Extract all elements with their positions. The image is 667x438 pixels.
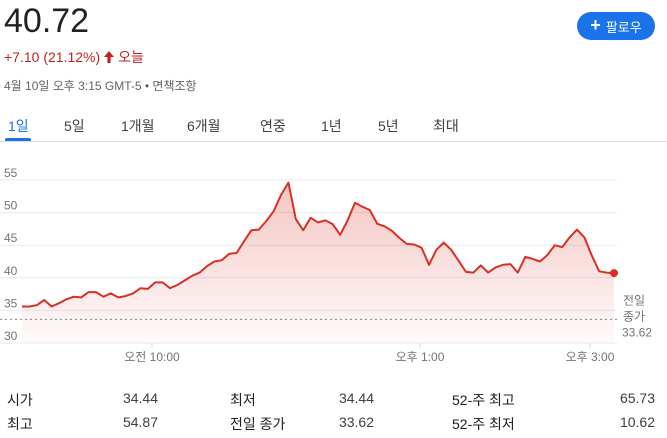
tab-5d[interactable]: 5일: [64, 118, 85, 134]
tabs-divider: [0, 141, 667, 142]
stat-prev-close-value: 33.62: [338, 414, 374, 430]
stat-high-value: 54.87: [122, 414, 158, 430]
price-change: +7.10 (21.12%) 오늘: [4, 47, 144, 67]
stat-52w-low-value: 10.62: [619, 414, 655, 430]
stat-open-label: 시가: [7, 392, 33, 408]
x-tick-label: 오후 1:00: [396, 350, 445, 364]
price-change-period: 오늘: [118, 49, 144, 65]
y-tick-label: 40: [4, 264, 18, 278]
y-tick-label: 35: [4, 296, 18, 310]
tab-6m[interactable]: 6개월: [187, 118, 221, 134]
stat-prev-close-label: 전일 종가: [230, 416, 286, 432]
plus-icon: +: [590, 15, 601, 35]
time-range-tabs: 1일 5일 1개월 6개월 연중 1년 5년 최대: [0, 108, 667, 142]
stock-price: 40.72: [4, 2, 90, 40]
stat-52w-high-value: 65.73: [619, 390, 655, 406]
stat-open-value: 34.44: [122, 390, 158, 406]
current-price-dot: [610, 269, 618, 278]
price-chart[interactable]: 55 50 45 40 35 30 오전 10:00 오후 1:00 오후 3:00 전일 종…: [0, 145, 667, 371]
stat-52w-high-label: 52-주 최고: [452, 392, 515, 408]
previous-close-label-2: 종가: [623, 309, 645, 323]
x-tick-label: 오후 3:00: [566, 350, 615, 364]
stat-low-label: 최저: [230, 392, 256, 408]
y-tick-label: 55: [4, 166, 18, 180]
y-tick-label: 30: [4, 329, 18, 343]
stat-52w-low-label: 52-주 최저: [452, 416, 515, 432]
price-change-value: +7.10 (21.12%): [4, 49, 101, 65]
stat-high-label: 최고: [7, 416, 33, 432]
tab-1d[interactable]: 1일: [8, 118, 29, 134]
tab-max[interactable]: 최대: [433, 118, 459, 134]
y-tick-label: 50: [4, 199, 18, 213]
stat-low-value: 34.44: [338, 390, 374, 406]
tab-5y[interactable]: 5년: [378, 118, 399, 134]
tab-ytd[interactable]: 연중: [260, 118, 286, 134]
follow-button[interactable]: + 팔로우: [577, 12, 655, 40]
arrow-up-icon: [104, 51, 115, 63]
previous-close-label: 전일: [623, 293, 645, 307]
quote-timestamp[interactable]: 4월 10일 오후 3:15 GMT-5 • 면책조항: [4, 79, 197, 93]
previous-close-value: 33.62: [622, 325, 652, 339]
tab-1m[interactable]: 1개월: [121, 118, 155, 134]
tab-1y[interactable]: 1년: [321, 118, 342, 134]
price-line: [22, 181, 615, 308]
x-tick-label: 오전 10:00: [124, 350, 180, 364]
price-area: [22, 182, 614, 343]
y-tick-label: 45: [4, 231, 18, 245]
follow-button-label: 팔로우: [605, 19, 642, 35]
active-tab-indicator: [5, 138, 31, 141]
